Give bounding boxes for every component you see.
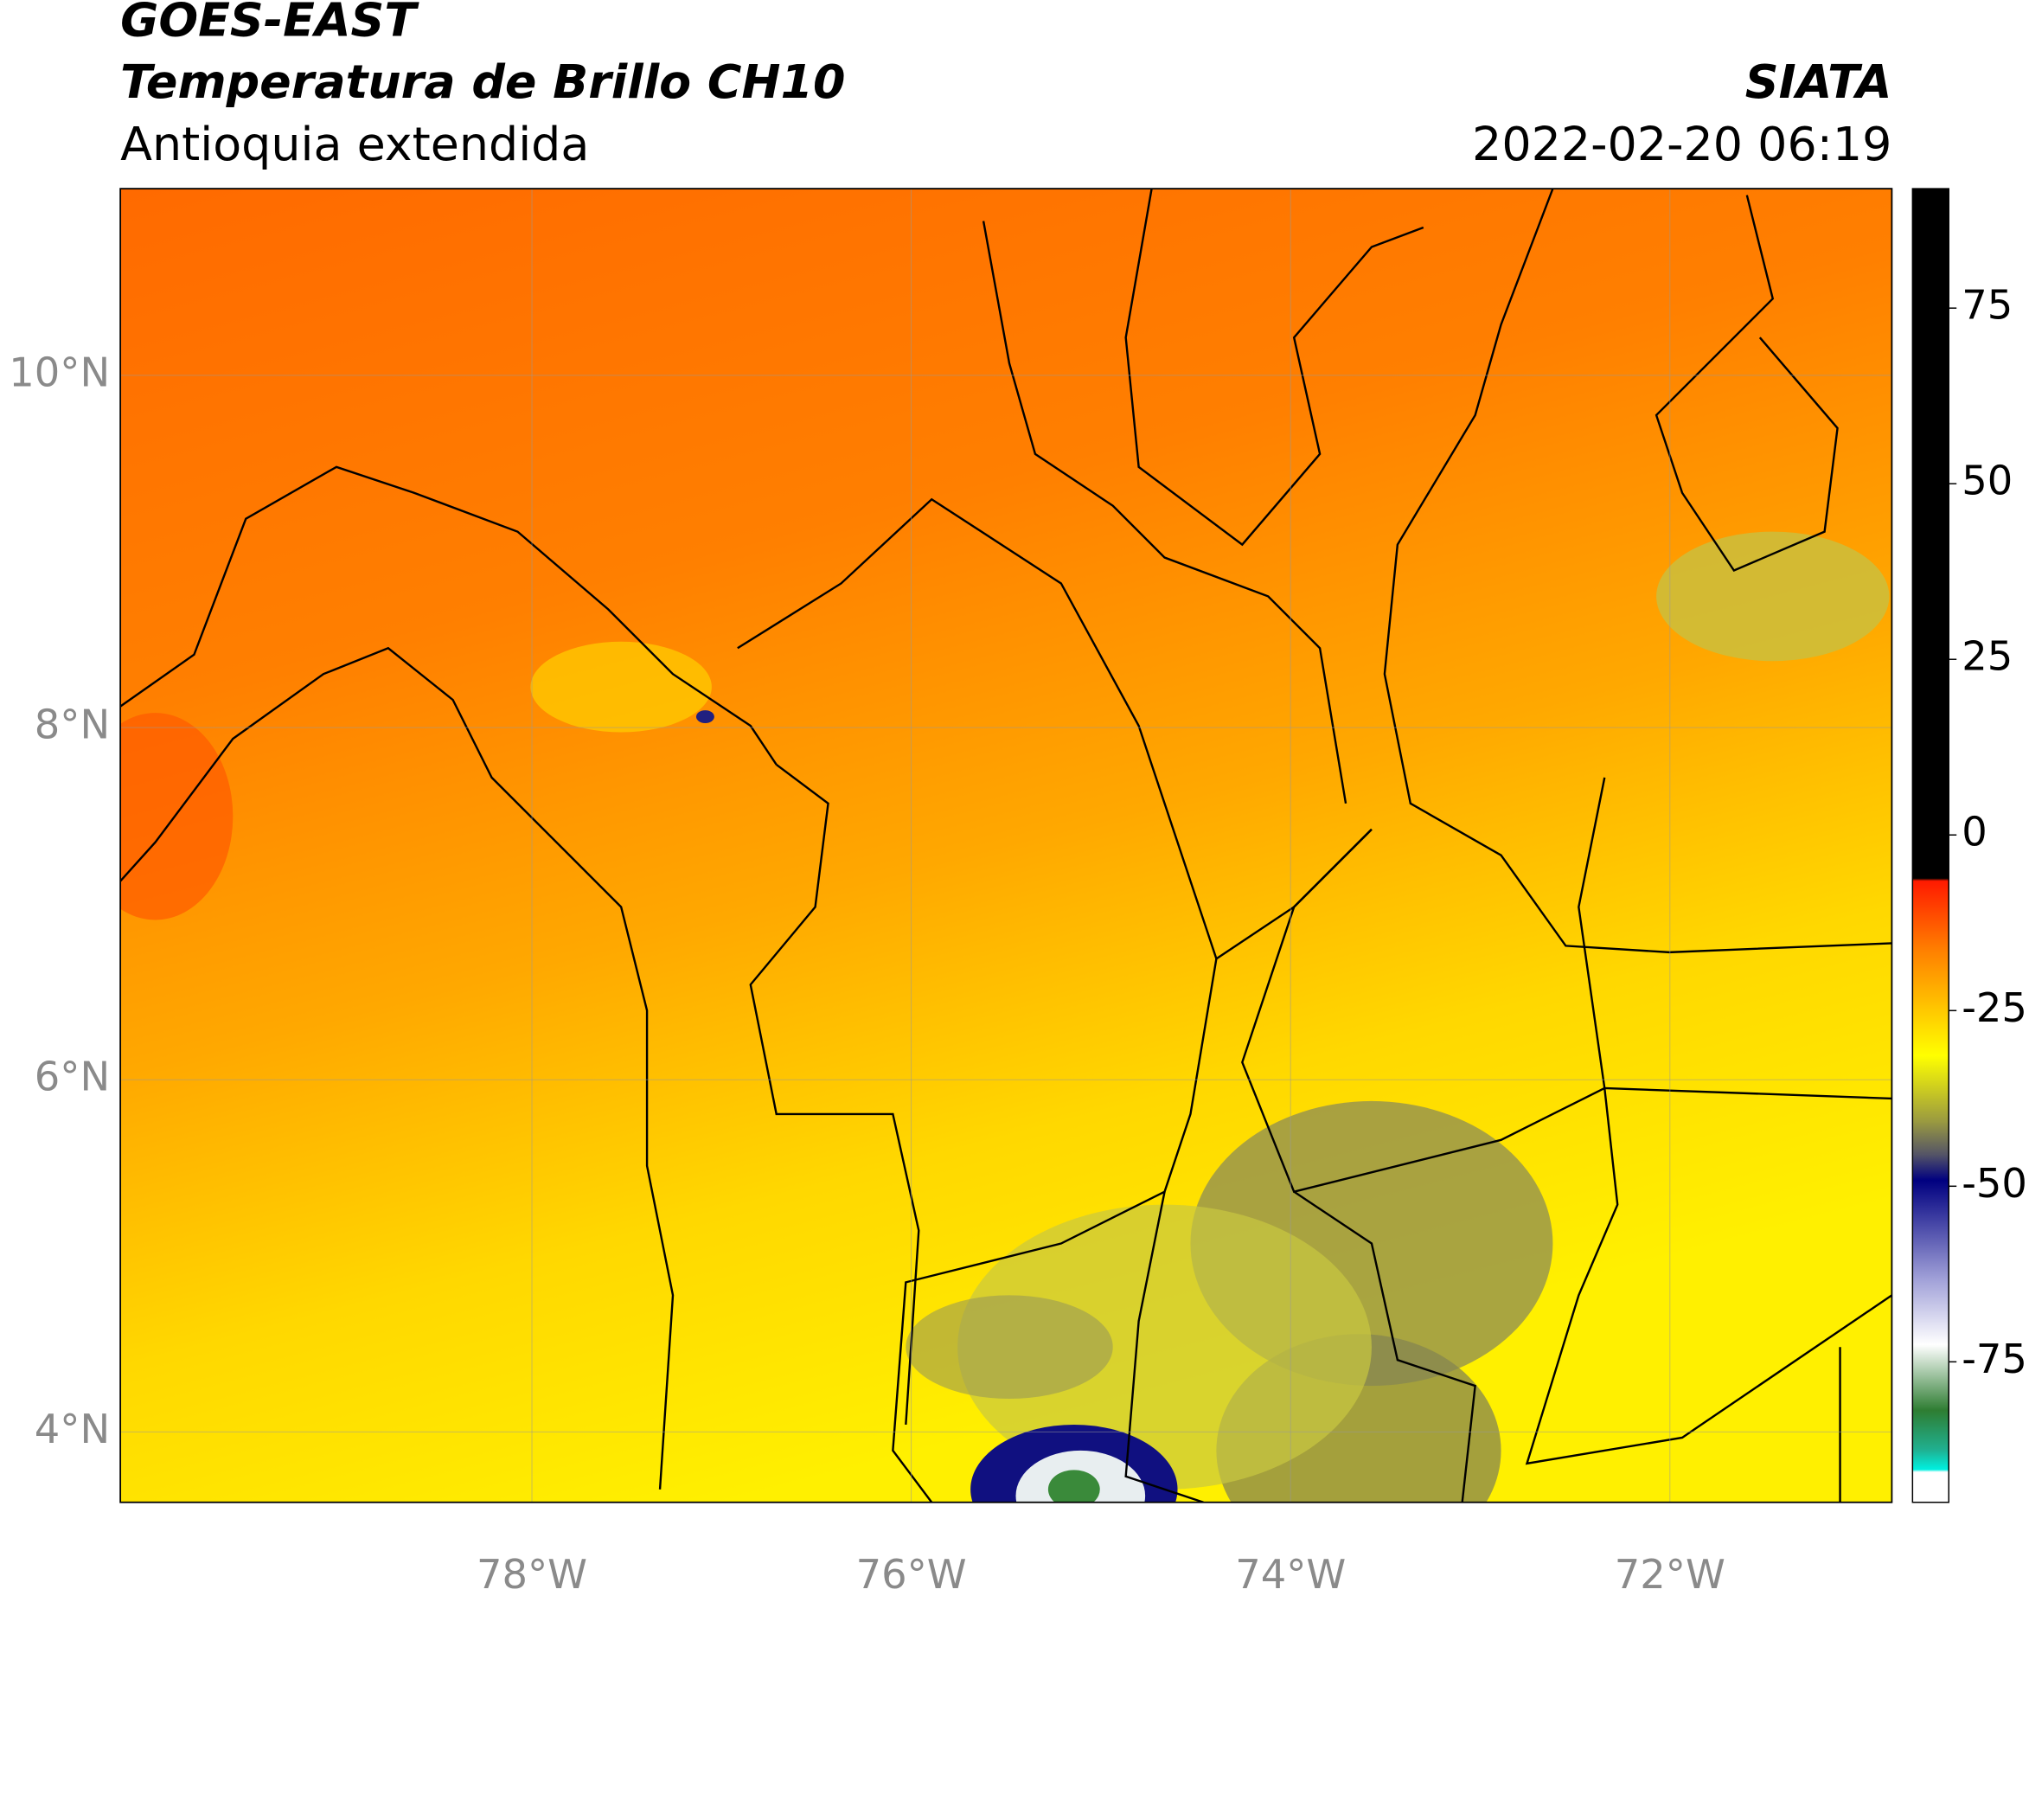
satellite-image [120,189,1892,1503]
colorbar-tick-label: -25 [1962,984,2027,1031]
x-tick-label: 74°W [1235,1551,1346,1598]
subtitle: Temperatura de Brillo CH10 [120,54,845,109]
source: SIATA [1745,54,1892,109]
map-frame [119,188,1893,1503]
y-tick-label: 10°N [9,349,110,395]
cloud-area [957,1204,1372,1490]
region: Antioquia extendida [120,117,589,171]
colorbar-tick-label: 50 [1962,458,2013,504]
colorbar-tick-label: 25 [1962,633,2013,680]
warm-area [120,713,234,920]
colorbar-tick-label: -50 [1962,1160,2027,1207]
timestamp: 2022-02-20 06:19 [1472,117,1891,171]
title: GOES-EAST [120,0,419,47]
cold-cloud [1047,1470,1100,1503]
x-tick-label: 72°W [1615,1551,1725,1598]
colorbar-tick-label: 0 [1962,809,1987,856]
cloud-area [530,641,712,733]
cloud-area [906,1295,1113,1400]
y-tick-label: 4°N [35,1406,110,1452]
boundaries [120,189,1892,1503]
cold-cloud [695,710,714,724]
colorbar-tick-label: -75 [1962,1336,2027,1382]
y-tick-label: 6°N [35,1054,110,1100]
colorbar-tick-label: 75 [1962,282,2013,329]
x-tick-label: 78°W [477,1551,587,1598]
grid [120,189,1892,1503]
colorbar [1911,188,1949,1503]
x-tick-label: 76°W [856,1551,967,1598]
y-tick-label: 8°N [35,702,110,748]
cloud-area [1656,531,1890,662]
